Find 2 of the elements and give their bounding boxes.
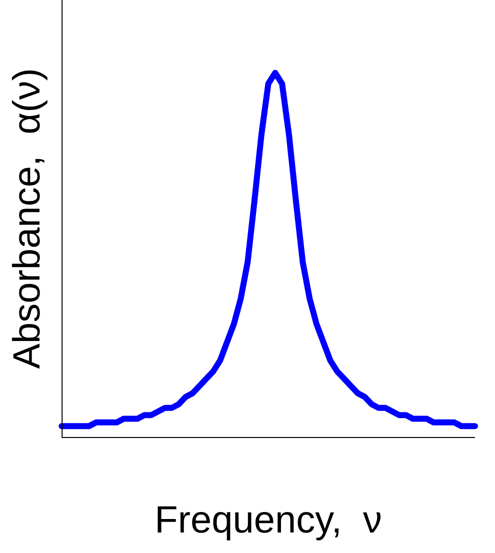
x-axis-title: Frequency, ν	[154, 500, 382, 542]
y-axis-title: Absorbance, α(ν)	[6, 68, 48, 369]
